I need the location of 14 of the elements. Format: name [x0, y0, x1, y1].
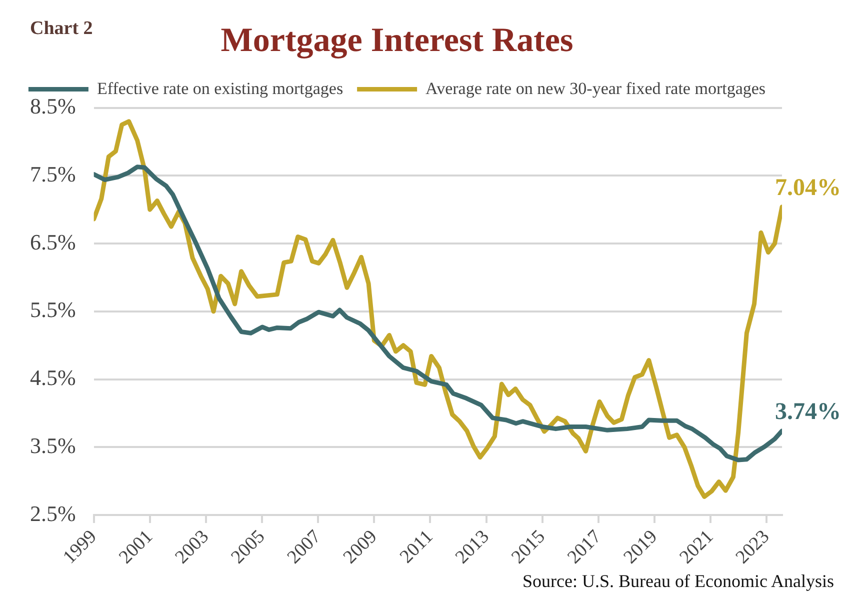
legend-label: Effective rate on existing mortgages — [96, 78, 344, 98]
y-tick-label: 8.5% — [30, 94, 76, 119]
source-note: Source: U.S. Bureau of Economic Analysis — [522, 571, 834, 592]
annotation: 3.74% — [775, 399, 841, 426]
chart-subtitle: Chart 2 — [30, 18, 93, 40]
y-tick-label: 7.5% — [30, 161, 76, 186]
y-tick-label: 4.5% — [30, 365, 76, 390]
y-tick-label: 3.5% — [30, 432, 76, 458]
annotation: 7.04% — [775, 175, 841, 202]
y-tick-label: 6.5% — [30, 229, 76, 254]
chart-title: Mortgage Interest Rates — [220, 22, 574, 60]
legend-label: Average rate on new 30-year fixed rate mortgages — [426, 78, 766, 98]
y-tick-label: 5.5% — [30, 297, 76, 322]
y-tick-label: 2.5% — [30, 500, 76, 526]
